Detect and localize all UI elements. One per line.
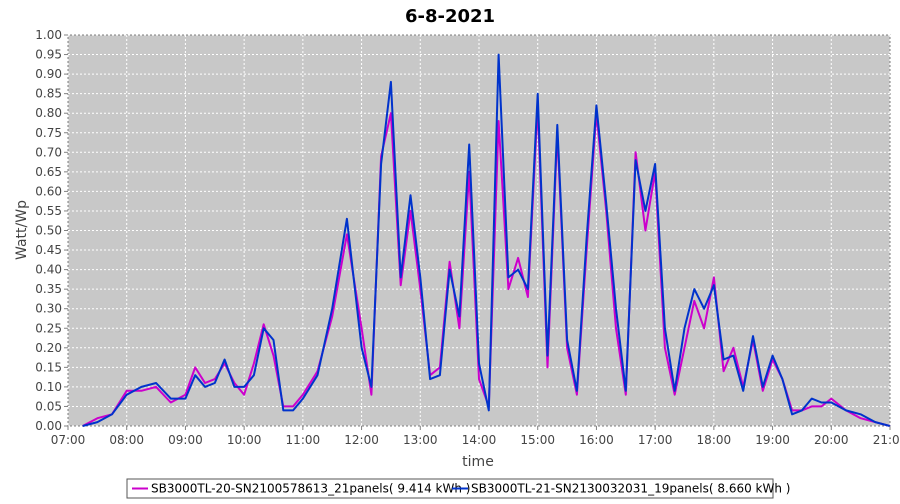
y-tick-label: 0.85 bbox=[35, 87, 62, 101]
y-tick-label: 0.65 bbox=[35, 165, 62, 179]
y-tick-label: 0.40 bbox=[35, 263, 62, 277]
legend-box bbox=[126, 478, 774, 499]
y-tick-label: 0.90 bbox=[35, 67, 62, 81]
y-axis-title: Watt/Wp bbox=[14, 200, 30, 260]
series-layer bbox=[82, 53, 891, 427]
y-tick-label: 1.00 bbox=[35, 28, 62, 42]
x-tick-label: 14:00 bbox=[462, 433, 497, 447]
x-tick-label: 13:00 bbox=[403, 433, 438, 447]
y-tick-label: 0.15 bbox=[35, 360, 62, 374]
y-tick-label: 0.45 bbox=[35, 243, 62, 257]
legend-label-1: SB3000TL-20-SN2100578613_21panels( 9.414… bbox=[151, 482, 470, 496]
y-tick-label: 0.75 bbox=[35, 126, 62, 140]
y-tick-label: 0.25 bbox=[35, 321, 62, 335]
x-tick-label: 08:00 bbox=[109, 433, 144, 447]
y-tick-label: 0.20 bbox=[35, 341, 62, 355]
y-tick-label: 0.35 bbox=[35, 282, 62, 296]
y-tick-label: 0.30 bbox=[35, 302, 62, 316]
x-tick-label: 15:00 bbox=[520, 433, 555, 447]
x-tick-label: 20:00 bbox=[814, 433, 849, 447]
x-tick-label: 10:00 bbox=[227, 433, 262, 447]
legend-label-2: SB3000TL-21-SN2130032031_19panels( 8.660… bbox=[471, 482, 790, 496]
x-tick-label: 19:00 bbox=[755, 433, 790, 447]
x-tick-label: 16:00 bbox=[579, 433, 614, 447]
x-tick-label: 11:00 bbox=[286, 433, 321, 447]
x-tick-label: 12:00 bbox=[344, 433, 379, 447]
x-tick-label: 07:00 bbox=[51, 433, 86, 447]
y-tick-label: 0.50 bbox=[35, 224, 62, 238]
x-tick-label: 18:00 bbox=[697, 433, 732, 447]
x-tick-label: 17:00 bbox=[638, 433, 673, 447]
y-tick-label: 0.60 bbox=[35, 184, 62, 198]
x-tick-label: 09:00 bbox=[168, 433, 203, 447]
x-axis-title: time bbox=[462, 454, 494, 470]
series-line-2 bbox=[82, 53, 891, 427]
y-tick-label: 0.70 bbox=[35, 145, 62, 159]
axes: 0.00 0.05 0.10 0.15 0.20 0.25 0.30 0.35 0.40 0.45… bbox=[35, 28, 900, 447]
y-tick-label: 0.80 bbox=[35, 106, 62, 120]
x-tick-label: 21:00 bbox=[873, 433, 900, 447]
y-tick-label: 0.00 bbox=[35, 419, 62, 433]
y-tick-label: 0.95 bbox=[35, 48, 62, 62]
grid-lines bbox=[67, 34, 891, 427]
chart-title: 6-8-2021 bbox=[405, 6, 495, 27]
y-tick-label: 0.05 bbox=[35, 399, 62, 413]
y-tick-label: 0.55 bbox=[35, 204, 62, 218]
legend: SB3000TL-20-SN2100578613_21panels( 9.414… bbox=[126, 478, 790, 499]
y-tick-label: 0.10 bbox=[35, 380, 62, 394]
